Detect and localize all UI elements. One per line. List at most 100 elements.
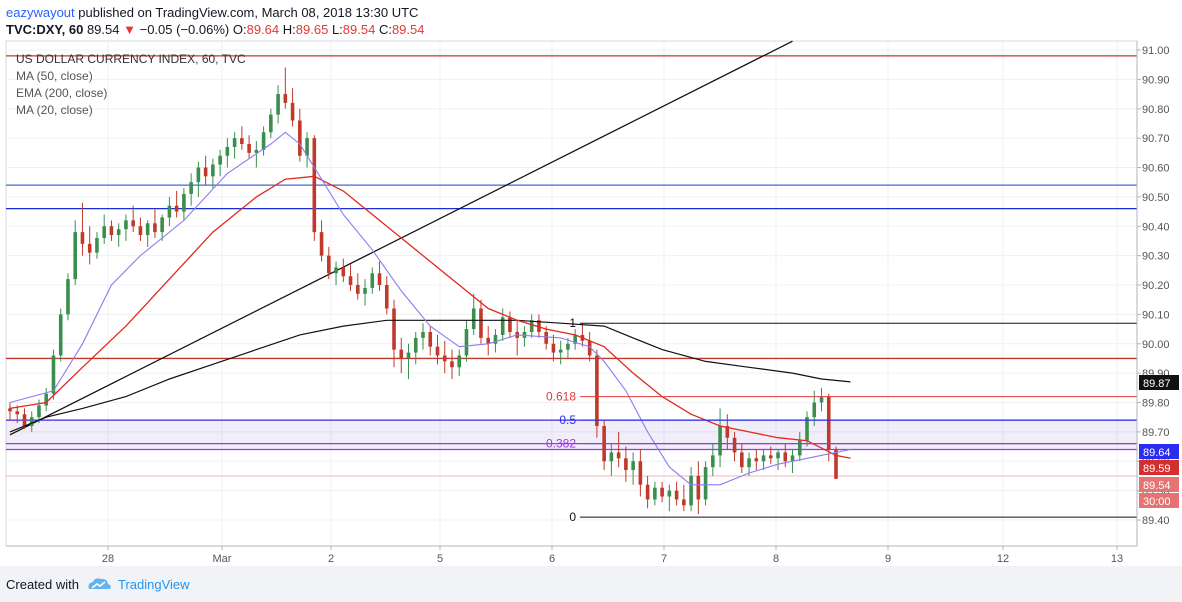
fib-label: 0.5 [559,413,576,427]
candle [464,320,469,362]
candle-body [674,490,679,500]
legend-ema200[interactable]: EMA (200, close) [16,86,108,100]
candle [768,446,773,465]
candle-body [471,308,476,330]
ohlc-line: TVC:DXY, 60 89.54 ▼ −0.05 (−0.06%) O:89.… [6,22,425,37]
candle [341,258,346,283]
candle [834,446,838,479]
y-tick-label: 89.40 [1142,515,1170,527]
candle-body [544,332,548,344]
candle-body [725,426,730,438]
candle-body [377,273,382,285]
candle-body [638,461,643,485]
candle [595,349,599,438]
candle-body [384,285,389,309]
candle-body [660,487,664,497]
candle [138,217,143,241]
candle [616,431,621,468]
fib-label: 0 [569,510,576,524]
candle-body [189,182,193,194]
candle [73,220,78,285]
candle-body [703,467,708,500]
x-tick-label: 7 [661,553,667,565]
close-label: C: [378,22,392,37]
candle-body [421,332,425,338]
candle [660,481,664,503]
candle [703,461,708,506]
candle-body [160,217,164,233]
price-badge: 89.54 [1139,477,1179,492]
candle [51,349,56,400]
close-value: 89.54 [391,22,425,37]
tradingview-link[interactable]: TradingView [118,577,190,592]
price-badge-bg [1139,375,1179,390]
candle-body [754,458,759,462]
candle-body [66,279,70,315]
candle [682,484,686,512]
candle-body [740,452,744,468]
candle [442,340,447,374]
candle [182,188,186,221]
y-tick-label: 90.90 [1142,74,1170,86]
legend-ma50[interactable]: MA (50, close) [16,69,93,83]
candle-body [776,452,780,459]
candle [87,226,92,265]
legend-ma20[interactable]: MA (20, close) [16,103,93,117]
candle-body [305,138,309,156]
candle-body [790,455,795,462]
candle [44,387,49,412]
price-chart[interactable]: 1 0.618 0.5 0.382 0 91.00 90.90 90.80 90.70 90.6… [0,0,1182,566]
candle-body [196,167,201,183]
candle [196,161,201,197]
ma20-line [9,131,851,486]
candle-body [15,411,20,415]
candle-body [254,149,259,153]
candle [174,191,179,218]
candle [413,332,418,365]
candle-body [457,355,462,368]
plot-area [5,40,1138,547]
candle [537,314,541,338]
fib-label: 0.382 [546,437,576,451]
candle [624,446,628,482]
candle [558,340,563,365]
candle-body [145,223,150,236]
candle [334,261,338,285]
candle [355,273,360,300]
x-tick-label: 8 [773,553,779,565]
candle-body [834,449,838,479]
x-tick-label: Mar [213,553,232,565]
x-tick-label: 12 [997,553,1009,565]
candle-body [645,484,650,500]
candle-body [124,220,128,230]
candle [428,326,433,356]
author-link[interactable]: eazywayout [6,5,75,20]
low-label: L: [331,22,343,37]
candle-body [558,349,563,353]
candle-body [696,475,701,500]
candle-body [283,94,288,103]
candle-body [334,267,338,274]
candle [732,431,737,462]
candle-body [493,334,498,344]
price-badge-text: 30:00 [1143,496,1171,508]
open-label: O: [232,22,247,37]
y-tick-label: 90.40 [1142,221,1170,233]
y-tick-label: 90.00 [1142,339,1170,351]
y-tick-label: 89.70 [1142,427,1170,439]
y-tick-label: 90.60 [1142,163,1170,175]
candle [276,85,280,124]
y-tick-label: 91.00 [1142,45,1170,57]
candle-body [631,461,635,471]
candle-body [348,276,353,285]
candle [399,337,404,374]
candle-body [319,232,324,256]
price-badge: 30:00 [1139,493,1179,508]
candle [508,311,512,338]
candle [486,326,491,356]
x-tick-label: 13 [1111,553,1123,565]
candle-body [240,138,244,144]
candle [240,126,244,150]
candle [225,138,230,168]
candle-body [826,396,831,450]
